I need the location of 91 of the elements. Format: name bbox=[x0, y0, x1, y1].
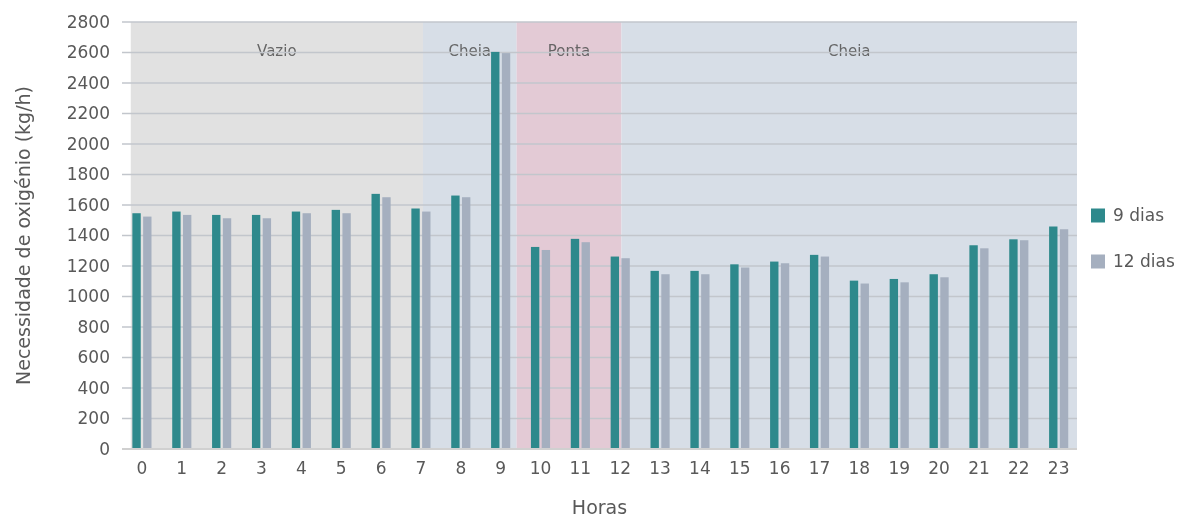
x-tick-label: 16 bbox=[768, 458, 791, 478]
bar bbox=[132, 213, 141, 449]
x-tick-label: 1 bbox=[176, 458, 188, 478]
bar bbox=[451, 195, 460, 449]
bar bbox=[382, 197, 391, 449]
bar bbox=[530, 246, 540, 449]
x-tick-label: 3 bbox=[256, 458, 267, 478]
bar bbox=[291, 211, 301, 449]
bar bbox=[969, 245, 978, 449]
bar bbox=[222, 218, 232, 449]
x-tick-label: 6 bbox=[375, 458, 387, 478]
x-tick-label: 20 bbox=[928, 458, 950, 478]
bar bbox=[461, 197, 471, 449]
bar bbox=[182, 214, 192, 449]
bar bbox=[780, 263, 790, 449]
bar bbox=[411, 208, 420, 449]
bar bbox=[422, 211, 431, 449]
x-tick-label: 23 bbox=[1047, 458, 1070, 478]
bar bbox=[820, 256, 830, 449]
bar bbox=[1049, 226, 1058, 449]
y-axis-title: Necessidade de oxigénio (kg/h) bbox=[12, 85, 34, 386]
bar bbox=[570, 238, 580, 449]
bar bbox=[610, 256, 620, 449]
x-tick-label: 17 bbox=[808, 458, 831, 478]
bar bbox=[860, 283, 869, 449]
y-tick-label: 2200 bbox=[66, 103, 110, 124]
x-tick-label: 9 bbox=[495, 458, 507, 478]
y-tick-label: 1000 bbox=[66, 286, 110, 307]
bar bbox=[650, 270, 659, 449]
legend-label: 12 dias bbox=[1113, 251, 1175, 272]
bar bbox=[741, 267, 750, 449]
bar bbox=[302, 213, 311, 449]
x-tick-label: 14 bbox=[689, 458, 711, 478]
y-tick-label: 2800 bbox=[66, 11, 110, 32]
bar bbox=[849, 280, 859, 449]
y-tick-label: 1200 bbox=[66, 255, 110, 276]
y-tick-label: 800 bbox=[77, 316, 110, 337]
bar bbox=[581, 242, 590, 449]
x-tick-label: 10 bbox=[529, 458, 552, 478]
bar bbox=[541, 249, 551, 449]
bar bbox=[1020, 240, 1029, 449]
x-tick-label: 4 bbox=[295, 458, 307, 478]
bar bbox=[900, 282, 909, 449]
bar bbox=[621, 258, 630, 449]
y-tick-label: 200 bbox=[77, 408, 110, 429]
bar bbox=[661, 274, 670, 449]
bar bbox=[143, 216, 152, 449]
x-tick-label: 19 bbox=[888, 458, 911, 478]
bar bbox=[980, 248, 989, 449]
bar bbox=[331, 209, 341, 449]
x-tick-label: 8 bbox=[455, 458, 467, 478]
bar bbox=[491, 51, 500, 449]
x-tick-label: 0 bbox=[136, 458, 148, 478]
x-tick-label: 7 bbox=[415, 458, 427, 478]
x-tick-label: 12 bbox=[609, 458, 632, 478]
x-tick-label: 21 bbox=[968, 458, 990, 478]
bar bbox=[172, 211, 181, 449]
bar bbox=[940, 277, 949, 449]
y-tick-label: 400 bbox=[77, 377, 110, 398]
bar bbox=[1009, 239, 1018, 449]
x-tick-label: 11 bbox=[569, 458, 592, 478]
y-tick-label: 0 bbox=[99, 438, 110, 459]
bar bbox=[929, 274, 938, 449]
y-tick-label: 2000 bbox=[66, 133, 110, 154]
y-tick-label: 2400 bbox=[66, 72, 110, 93]
y-tick-label: 600 bbox=[77, 347, 110, 368]
legend-label: 9 dias bbox=[1113, 205, 1165, 226]
y-tick-label: 1400 bbox=[66, 225, 110, 246]
bar bbox=[501, 53, 511, 449]
x-tick-label: 2 bbox=[216, 458, 228, 478]
x-axis-title: Horas bbox=[571, 496, 628, 518]
bar bbox=[212, 214, 221, 449]
bar bbox=[701, 274, 710, 449]
bar bbox=[342, 213, 351, 449]
bar bbox=[770, 261, 779, 449]
y-tick-label: 1600 bbox=[66, 194, 110, 215]
bar bbox=[251, 214, 261, 449]
x-tick-label: 13 bbox=[649, 458, 671, 478]
bar bbox=[730, 264, 739, 449]
bar bbox=[889, 278, 899, 449]
x-tick-label: 15 bbox=[728, 458, 751, 478]
x-tick-label: 18 bbox=[848, 458, 871, 478]
x-tick-label: 22 bbox=[1007, 458, 1030, 478]
y-tick-label: 2600 bbox=[66, 42, 110, 63]
bar bbox=[262, 218, 272, 449]
bar bbox=[809, 254, 819, 449]
bar bbox=[371, 193, 380, 449]
y-tick-label: 1800 bbox=[66, 164, 110, 185]
bar bbox=[1059, 229, 1069, 449]
bar bbox=[690, 270, 699, 449]
x-tick-label: 5 bbox=[335, 458, 347, 478]
